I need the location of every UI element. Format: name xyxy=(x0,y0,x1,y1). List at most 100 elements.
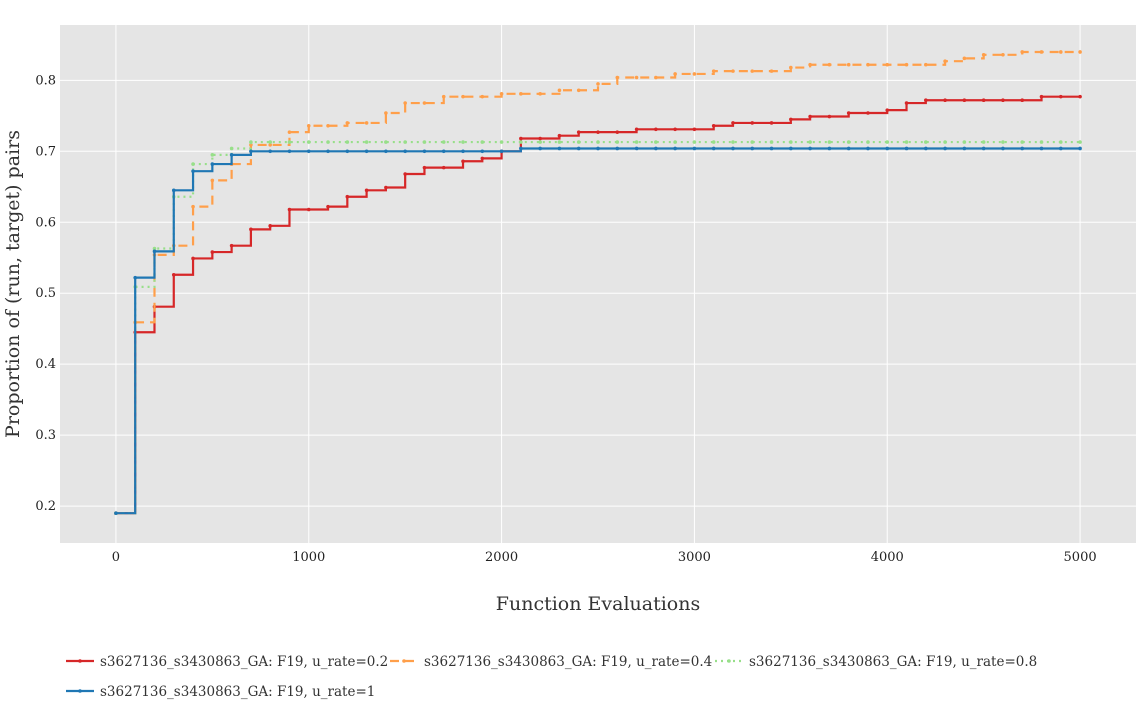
y-tick-label: 0.6 xyxy=(35,215,56,230)
data-point xyxy=(596,140,600,144)
data-point xyxy=(326,149,330,154)
x-tick-label: 2000 xyxy=(485,550,518,565)
data-point xyxy=(731,140,735,144)
data-point xyxy=(384,149,388,154)
data-point xyxy=(673,146,677,151)
data-point xyxy=(384,111,388,115)
data-point xyxy=(1078,94,1082,99)
data-point xyxy=(866,146,870,151)
data-point xyxy=(846,62,851,67)
data-point xyxy=(171,272,176,277)
data-point xyxy=(866,111,870,115)
y-axis-ticks: 0.2 0.3 0.4 0.5 0.6 0.7 0.8 xyxy=(35,73,56,514)
data-point xyxy=(885,108,890,112)
data-point xyxy=(808,146,812,151)
data-point xyxy=(924,62,928,67)
data-point xyxy=(538,136,542,141)
data-point xyxy=(480,94,485,99)
data-point xyxy=(596,130,600,134)
data-point xyxy=(981,98,986,103)
data-point xyxy=(441,140,446,144)
data-point xyxy=(1001,53,1005,57)
data-point xyxy=(210,178,215,183)
data-point xyxy=(943,98,947,103)
data-point xyxy=(441,149,446,154)
data-point xyxy=(384,140,388,144)
data-point xyxy=(904,101,909,105)
data-point xyxy=(538,140,542,144)
legend-marker xyxy=(727,659,731,663)
data-point xyxy=(306,123,311,128)
data-point xyxy=(499,140,504,144)
legend-marker xyxy=(78,659,82,663)
data-point xyxy=(711,123,716,128)
data-point xyxy=(422,101,427,105)
legend-label: s3627136_s3430863_GA: F19, u_rate=0.2 xyxy=(100,654,388,670)
y-tick-label: 0.2 xyxy=(35,499,56,514)
data-point xyxy=(962,98,967,103)
data-point xyxy=(885,146,890,151)
data-point xyxy=(866,140,870,144)
y-tick-label: 0.8 xyxy=(35,73,56,88)
data-point xyxy=(191,204,195,209)
data-point xyxy=(364,140,369,144)
data-point xyxy=(1058,146,1063,151)
data-point xyxy=(519,136,523,141)
data-point xyxy=(268,224,272,228)
y-axis-title: Proportion of (run, target) pairs xyxy=(2,130,24,438)
data-point xyxy=(924,140,928,144)
data-point xyxy=(557,88,562,93)
data-point xyxy=(1039,146,1044,151)
data-point xyxy=(1058,140,1063,144)
data-point xyxy=(1020,140,1025,144)
data-point xyxy=(287,149,292,154)
data-point xyxy=(461,149,465,154)
data-point xyxy=(904,140,909,144)
data-point xyxy=(962,140,967,144)
data-point xyxy=(654,140,658,144)
data-point xyxy=(422,165,427,170)
data-point xyxy=(634,146,639,151)
data-point xyxy=(634,75,639,80)
x-tick-label: 5000 xyxy=(1064,550,1097,565)
data-point xyxy=(576,140,581,144)
data-point xyxy=(827,146,832,151)
data-point xyxy=(345,194,350,199)
data-point xyxy=(981,146,986,151)
data-point xyxy=(924,146,928,151)
data-point xyxy=(1020,50,1025,54)
data-point xyxy=(345,140,350,144)
data-point xyxy=(596,146,600,151)
series-1 xyxy=(114,94,1082,515)
data-point xyxy=(191,169,195,173)
data-point xyxy=(519,146,523,151)
data-point xyxy=(268,140,272,144)
data-point xyxy=(673,72,677,76)
data-point xyxy=(152,249,157,254)
data-point xyxy=(210,153,215,157)
data-point xyxy=(480,140,485,144)
data-point xyxy=(769,140,774,144)
data-point xyxy=(403,140,407,144)
data-point xyxy=(268,143,272,147)
data-point xyxy=(152,246,157,251)
data-point xyxy=(885,140,890,144)
data-point xyxy=(615,75,620,80)
legend-marker xyxy=(402,659,406,663)
series-3 xyxy=(114,140,1082,515)
data-point xyxy=(538,92,542,96)
data-point xyxy=(981,140,986,144)
data-point xyxy=(808,114,812,119)
legend-marker xyxy=(78,689,82,693)
data-point xyxy=(345,149,350,154)
data-point xyxy=(576,88,581,93)
data-point xyxy=(634,140,639,144)
data-point xyxy=(499,149,504,154)
data-point xyxy=(750,146,755,151)
data-point xyxy=(441,94,446,99)
data-point xyxy=(499,92,504,96)
data-point xyxy=(789,146,793,151)
data-point xyxy=(731,69,735,73)
data-point xyxy=(827,114,832,119)
data-point xyxy=(885,62,890,67)
